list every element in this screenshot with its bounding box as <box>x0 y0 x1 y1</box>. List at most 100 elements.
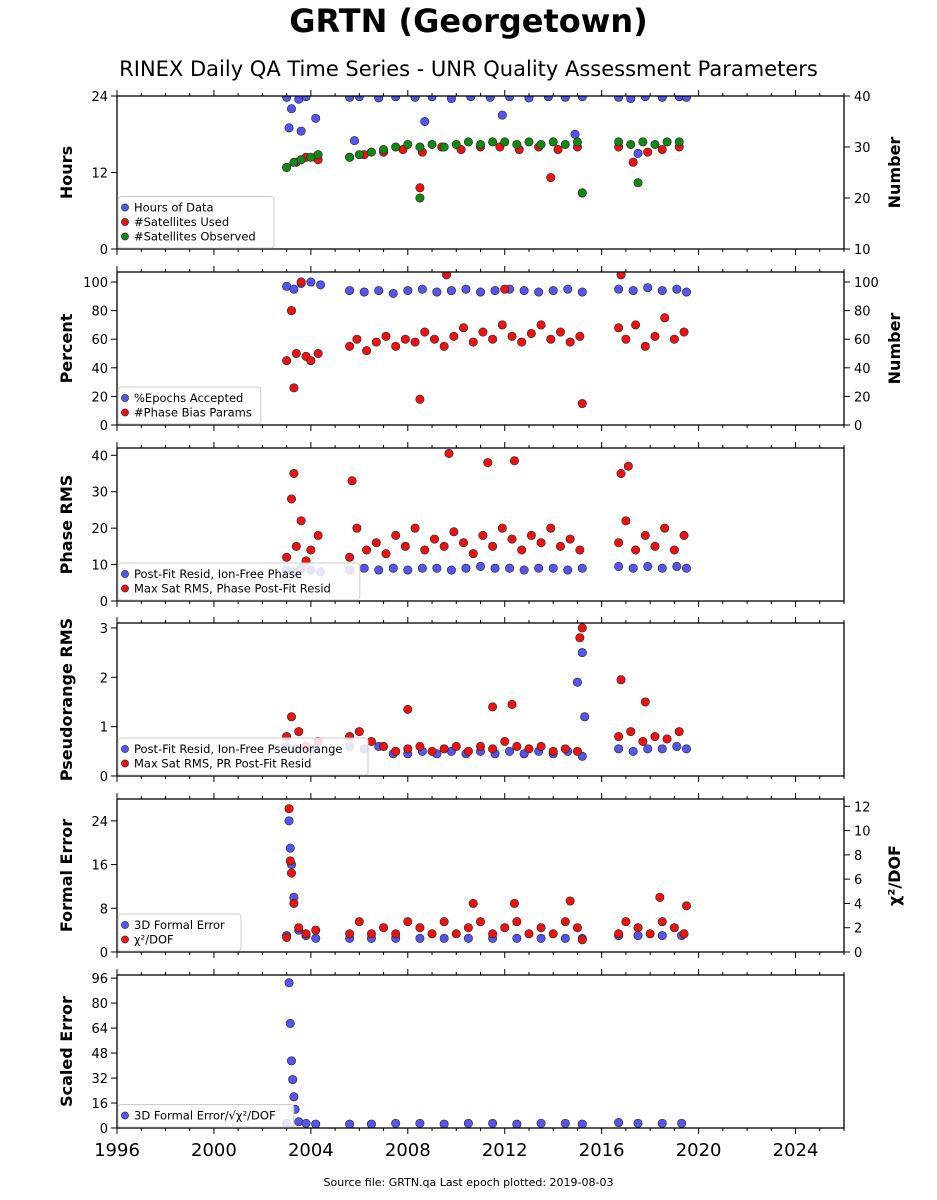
data-point <box>311 113 321 123</box>
y2-tick-label: 100 <box>854 276 879 291</box>
data-point <box>459 323 469 333</box>
data-point <box>388 288 398 298</box>
y-tick-label: 12 <box>91 167 108 182</box>
data-point <box>577 399 587 409</box>
data-point <box>461 284 471 294</box>
legend-marker <box>121 759 129 768</box>
legend-label: Post-Fit Resid, Ion-Free Pseudorange <box>134 742 342 756</box>
data-point <box>475 139 485 149</box>
data-point <box>614 744 624 754</box>
data-point <box>488 541 498 551</box>
y-tick-label: 0 <box>100 1122 108 1137</box>
data-point <box>577 648 587 658</box>
data-point <box>633 931 643 941</box>
legend-label: 3D Formal Error <box>134 918 225 932</box>
data-point <box>497 320 507 330</box>
data-point <box>294 1117 304 1127</box>
data-point <box>548 929 558 939</box>
data-point <box>282 552 292 562</box>
data-point <box>439 917 449 927</box>
data-point <box>681 563 691 573</box>
data-point <box>391 341 401 351</box>
data-point <box>580 712 590 722</box>
x-tick-label: 1996 <box>94 1140 140 1161</box>
legend-marker <box>121 203 129 212</box>
data-point <box>400 334 410 344</box>
data-point <box>439 341 449 351</box>
y2-tick-label: 4 <box>854 897 862 912</box>
data-point <box>672 741 682 751</box>
y2-tick-label: 30 <box>854 141 871 156</box>
data-point <box>463 923 473 933</box>
data-point <box>379 923 389 933</box>
y-tick-label: 24 <box>91 815 108 830</box>
data-point <box>657 145 667 155</box>
data-point <box>285 1018 295 1028</box>
data-point <box>657 96 667 102</box>
data-point <box>468 898 478 908</box>
data-point <box>468 337 478 347</box>
data-point <box>577 935 587 945</box>
chart-title: GRTN (Georgetown) <box>289 2 648 40</box>
data-point <box>626 139 636 149</box>
data-point <box>655 892 665 902</box>
data-point <box>526 530 536 540</box>
data-point <box>524 744 534 754</box>
data-point <box>509 456 519 466</box>
data-point <box>614 284 624 294</box>
data-point <box>657 286 667 296</box>
data-point <box>296 516 306 526</box>
data-point <box>415 933 425 943</box>
data-point <box>446 286 456 296</box>
data-point <box>420 545 430 555</box>
data-point <box>614 96 624 102</box>
data-point <box>403 565 413 575</box>
data-point <box>289 1092 299 1102</box>
plot-frame <box>116 798 845 953</box>
data-point <box>509 898 519 908</box>
data-point <box>638 137 648 147</box>
data-point <box>519 286 529 296</box>
data-point <box>294 727 304 737</box>
data-point <box>512 1119 522 1128</box>
data-point <box>669 923 679 933</box>
data-point <box>427 139 437 149</box>
y-tick-label: 1 <box>100 721 108 736</box>
data-point <box>614 1118 624 1128</box>
y-tick-label: 64 <box>91 1022 108 1037</box>
data-point <box>449 331 459 341</box>
y-tick-label: 10 <box>91 559 108 574</box>
legend-marker <box>121 745 129 753</box>
data-point <box>628 746 638 756</box>
legend-box <box>117 1104 295 1128</box>
data-point <box>631 320 641 330</box>
data-point <box>575 331 585 341</box>
data-point <box>614 732 624 742</box>
y2-tick-label: 10 <box>854 243 871 258</box>
data-point <box>444 448 454 458</box>
y-tick-label: 2 <box>100 671 108 686</box>
legend-label: Max Sat RMS, PR Post-Fit Resid <box>134 757 311 771</box>
legend-marker <box>121 1111 129 1120</box>
legend-marker <box>121 570 129 578</box>
data-point <box>463 137 473 147</box>
data-point <box>478 327 488 337</box>
data-point <box>679 929 689 939</box>
data-point <box>374 96 384 103</box>
data-point <box>296 277 306 287</box>
data-point <box>662 137 672 147</box>
data-point <box>640 697 650 707</box>
x-tick-label: 2024 <box>773 1140 819 1161</box>
data-point <box>650 139 660 149</box>
data-point <box>524 137 534 147</box>
data-point <box>463 1118 473 1128</box>
legend-marker <box>121 408 129 417</box>
data-point <box>650 331 660 341</box>
legend-marker <box>121 232 129 241</box>
plot-frame <box>116 447 845 602</box>
data-point <box>388 563 398 573</box>
data-point <box>366 1119 376 1128</box>
data-points <box>282 96 691 203</box>
data-point <box>475 561 485 571</box>
legend-box <box>117 913 242 952</box>
